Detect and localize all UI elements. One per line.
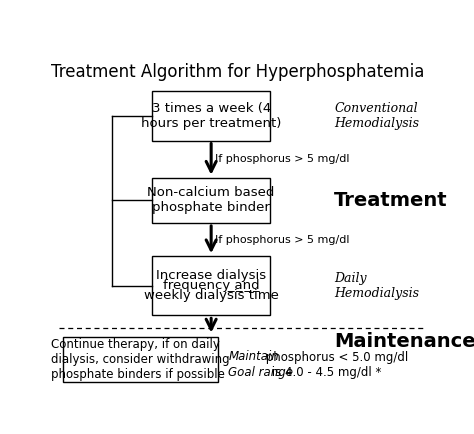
Text: weekly dialysis time: weekly dialysis time bbox=[144, 289, 279, 302]
Text: Treatment Algorithm for Hyperphosphatemia: Treatment Algorithm for Hyperphosphatemi… bbox=[51, 63, 424, 81]
Text: Conventional
Hemodialysis: Conventional Hemodialysis bbox=[334, 102, 419, 130]
Text: 3 times a week (4
hours per treatment): 3 times a week (4 hours per treatment) bbox=[141, 102, 282, 130]
Text: Non-calcium based
phosphate binder: Non-calcium based phosphate binder bbox=[147, 186, 275, 214]
Bar bbox=[152, 178, 270, 223]
Text: Increase dialysis: Increase dialysis bbox=[156, 269, 266, 282]
Bar bbox=[152, 91, 270, 141]
Text: Maintain: Maintain bbox=[228, 351, 279, 364]
Text: If phosphorus > 5 mg/dl: If phosphorus > 5 mg/dl bbox=[215, 154, 349, 164]
Text: phosphorus < 5.0 mg/dl: phosphorus < 5.0 mg/dl bbox=[262, 351, 409, 364]
Bar bbox=[63, 337, 218, 381]
Text: Maintenance: Maintenance bbox=[334, 332, 474, 351]
Text: Daily
Hemodialysis: Daily Hemodialysis bbox=[334, 272, 419, 300]
Text: Continue therapy, if on daily
dialysis, consider withdrawing
phosphate binders i: Continue therapy, if on daily dialysis, … bbox=[51, 338, 230, 381]
Bar bbox=[152, 256, 270, 316]
Text: Goal range: Goal range bbox=[228, 366, 293, 379]
Text: is 4.0 - 4.5 mg/dl *: is 4.0 - 4.5 mg/dl * bbox=[268, 366, 382, 379]
Text: If phosphorus > 5 mg/dl: If phosphorus > 5 mg/dl bbox=[215, 234, 349, 245]
Text: Treatment: Treatment bbox=[334, 191, 448, 210]
Text: frequency ̲a̲n̲d̲: frequency ̲a̲n̲d̲ bbox=[163, 279, 259, 292]
